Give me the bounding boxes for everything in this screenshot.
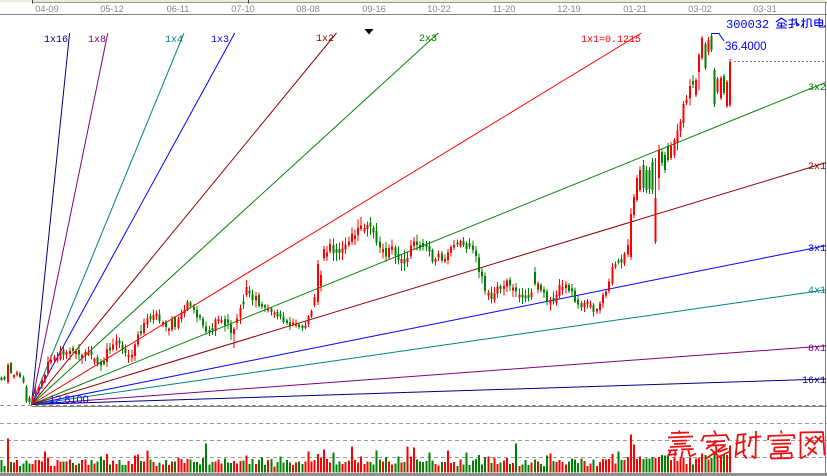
svg-text:1x4: 1x4 [165, 35, 183, 46]
svg-text:03-02: 03-02 [688, 4, 712, 14]
svg-text:3x2: 3x2 [808, 83, 826, 94]
svg-text:2x3: 2x3 [419, 34, 437, 45]
svg-text:06-11: 06-11 [167, 4, 190, 14]
svg-text:1x8: 1x8 [88, 35, 106, 46]
svg-text:300032: 300032 [726, 18, 769, 32]
svg-text:12.8100: 12.8100 [49, 394, 89, 406]
svg-text:1x16: 1x16 [44, 35, 68, 46]
svg-text:01-21: 01-21 [623, 4, 647, 14]
svg-text:05-12: 05-12 [100, 4, 124, 14]
svg-text:11-20: 11-20 [493, 4, 516, 14]
svg-text:03-31: 03-31 [753, 4, 777, 14]
svg-text:1x2: 1x2 [316, 34, 334, 45]
svg-text:08-08: 08-08 [296, 4, 320, 14]
svg-text:2x1: 2x1 [808, 162, 826, 173]
svg-text:1x3: 1x3 [211, 35, 229, 46]
svg-text:16x1: 16x1 [802, 376, 826, 387]
svg-text:09-16: 09-16 [362, 4, 386, 14]
svg-text:1x1=0.1215: 1x1=0.1215 [581, 35, 641, 46]
svg-text:12-19: 12-19 [557, 4, 581, 14]
svg-text:4x1: 4x1 [808, 286, 826, 297]
svg-text:8x1: 8x1 [808, 344, 826, 355]
svg-text:36.4000: 36.4000 [725, 41, 767, 53]
svg-text:07-10: 07-10 [231, 4, 255, 14]
svg-text:3x1: 3x1 [808, 244, 826, 255]
svg-text:10-22: 10-22 [427, 4, 451, 14]
svg-text:04-09: 04-09 [35, 4, 59, 14]
